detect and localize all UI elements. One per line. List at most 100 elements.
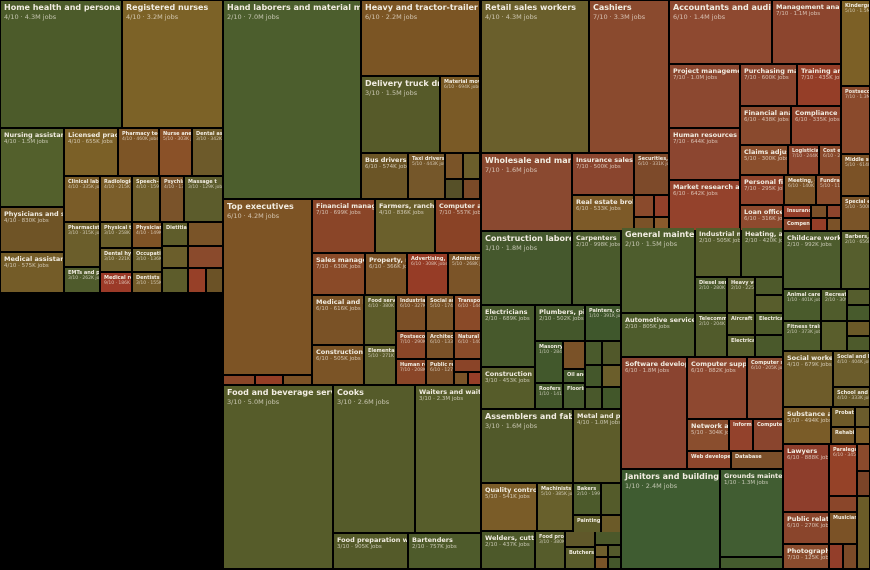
treemap-cell[interactable]: Architects6/10 · 133K jobs <box>427 332 453 358</box>
treemap-cell[interactable] <box>856 408 869 426</box>
treemap-cell[interactable]: Postsecondar7/10 · 1.3M jobs <box>842 87 869 153</box>
treemap-cell[interactable]: Financial analysts6/10 · 438K jobs <box>741 107 790 144</box>
treemap-cell[interactable] <box>856 428 869 443</box>
treemap-cell[interactable]: Physical thera3/10 · 258K jobs <box>101 223 131 247</box>
treemap-cell[interactable] <box>828 206 840 217</box>
treemap-cell[interactable] <box>464 154 479 178</box>
treemap-cell[interactable]: Human resources speci7/10 · 644K jobs <box>670 129 739 179</box>
treemap-cell[interactable] <box>848 306 869 320</box>
treemap-cell[interactable]: Occupation3/10 · 136K jobs <box>133 249 161 271</box>
treemap-cell[interactable]: Insuranc <box>784 206 810 217</box>
treemap-cell[interactable]: Waiters and waitresses3/10 · 2.3M jobs <box>416 386 480 532</box>
treemap-cell[interactable] <box>848 322 869 335</box>
treemap-cell[interactable]: Compliance officer6/10 · 335K jobs <box>792 107 840 144</box>
treemap-cell[interactable]: Medical assistants4/10 · 575K jobs <box>1 253 63 292</box>
treemap-cell[interactable]: Automotive service techni2/10 · 805K job… <box>622 314 694 356</box>
treemap-cell[interactable] <box>566 532 594 546</box>
treemap-cell[interactable]: Dental hygien3/10 · 221K jobs <box>101 249 131 271</box>
treemap-cell[interactable]: Claims adjusters, i5/10 · 300K jobs <box>741 146 787 174</box>
treemap-cell[interactable]: Financial managers7/10 · 699K jobs <box>313 200 374 252</box>
treemap-cell[interactable] <box>256 376 282 384</box>
treemap-cell[interactable]: Construction mana6/10 · 505K jobs <box>313 346 363 384</box>
treemap-cell[interactable]: Nursing assistants and ord4/10 · 1.5M jo… <box>1 129 63 206</box>
treemap-cell[interactable]: Fitness trainers an2/10 · 373K jobs <box>784 322 820 350</box>
treemap-cell[interactable] <box>603 342 620 364</box>
treemap-cell[interactable] <box>602 516 620 532</box>
treemap-cell[interactable]: Heating, air co2/10 · 420K jobs <box>742 228 782 276</box>
treemap-cell[interactable]: Bus drivers 6/10 · 574K jobs <box>362 154 407 198</box>
treemap-cell[interactable]: Construction equip3/10 · 453K jobs <box>482 368 534 408</box>
treemap-cell[interactable]: Securities, comm6/10 · 331K jobs <box>635 154 668 194</box>
treemap-cell[interactable] <box>586 388 601 408</box>
treemap-cell[interactable]: Material moving m6/10 · 694K jobs <box>441 77 479 152</box>
treemap-cell[interactable] <box>602 484 620 514</box>
treemap-cell[interactable]: Real estate brokers6/10 · 533K jobs <box>573 196 633 230</box>
treemap-cell[interactable]: Plumbers, pipefitte2/10 · 502K jobs <box>536 306 584 340</box>
treemap-cell[interactable]: Advertising, pron6/10 · 308K jobs <box>408 254 447 294</box>
treemap-cell[interactable]: Medical and health6/10 · 616K jobs <box>313 296 363 344</box>
treemap-cell[interactable]: Dietitians <box>163 223 187 245</box>
treemap-cell[interactable]: Food and beverage serving and relate3/10… <box>224 386 332 568</box>
treemap-cell[interactable]: Janitors and building cleaners1/10 · 2.4… <box>622 470 719 568</box>
treemap-cell[interactable]: Market research analyst6/10 · 642K jobs <box>670 181 739 230</box>
treemap-cell[interactable]: Administrative se5/10 · 268K jobs <box>449 254 480 294</box>
treemap-cell[interactable]: Paralegals6/10 · 345K jobs <box>830 445 856 495</box>
treemap-cell[interactable]: Physicians and surgeons4/10 · 830K jobs <box>1 208 63 251</box>
treemap-cell[interactable] <box>822 322 846 350</box>
treemap-cell[interactable]: Retail sales workers 4/10 · 4.3M jobs <box>482 1 588 152</box>
treemap-cell[interactable]: Butchers <box>566 548 594 568</box>
treemap-cell[interactable]: Cooks 3/10 · 2.6M jobs <box>334 386 414 532</box>
treemap-cell[interactable] <box>721 558 782 568</box>
treemap-cell[interactable]: Meeting, con6/10 · 140K jobs <box>785 176 815 204</box>
treemap-cell[interactable]: Industrial machine2/10 · 505K jobs <box>696 228 740 276</box>
treemap-cell[interactable]: Quality control insp5/10 · 541K jobs <box>482 484 536 530</box>
treemap-cell[interactable] <box>812 206 826 217</box>
treemap-cell[interactable] <box>635 196 653 216</box>
treemap-cell[interactable]: EMTs and param3/10 · 262K jobs <box>65 268 99 292</box>
treemap-cell[interactable]: Management analysts7/10 · 1.1M jobs <box>773 1 840 63</box>
treemap-cell[interactable] <box>284 376 311 384</box>
treemap-cell[interactable]: Purchasing manage7/10 · 600K jobs <box>741 65 796 105</box>
treemap-cell[interactable]: Probation <box>832 408 854 426</box>
treemap-cell[interactable]: Insurance sales age7/10 · 500K jobs <box>573 154 633 194</box>
treemap-cell[interactable] <box>586 342 601 364</box>
treemap-cell[interactable]: Natural scie6/10 · 140K jobs <box>455 332 480 358</box>
treemap-cell[interactable] <box>655 218 668 230</box>
treemap-cell[interactable]: Computer and info7/10 · 557K jobs <box>436 200 480 252</box>
treemap-cell[interactable] <box>455 360 480 371</box>
treemap-cell[interactable]: Fundraiser5/10 · 119K jobs <box>817 176 840 204</box>
treemap-cell[interactable] <box>858 497 869 568</box>
treemap-cell[interactable]: Animal care and se1/10 · 401K jobs <box>784 290 820 320</box>
treemap-cell[interactable]: Network and comp5/10 · 304K jobs <box>688 420 728 450</box>
treemap-cell[interactable]: Elementary, m5/10 · 271K jobs <box>365 346 395 384</box>
treemap-cell[interactable]: Metal and plastic n4/10 · 1.0M jobs <box>574 410 620 482</box>
treemap-cell[interactable] <box>858 445 869 470</box>
treemap-cell[interactable]: Accountants and auditors6/10 · 1.4M jobs <box>670 1 771 63</box>
treemap-cell[interactable] <box>596 558 607 568</box>
treemap-cell[interactable]: Top executives 6/10 · 4.2M jobs <box>224 200 311 374</box>
treemap-cell[interactable]: Project management sp7/10 · 1.0M jobs <box>670 65 739 127</box>
treemap-cell[interactable] <box>189 247 222 267</box>
treemap-cell[interactable]: Food preparation workers3/10 · 905K jobs <box>334 534 407 568</box>
treemap-cell[interactable] <box>163 247 187 267</box>
treemap-cell[interactable]: Substance abuse, b5/10 · 494K jobs <box>784 408 830 443</box>
treemap-cell[interactable]: Software developers, 6/10 · 1.8M jobs <box>622 358 686 468</box>
treemap-cell[interactable] <box>224 376 254 384</box>
treemap-cell[interactable]: Flooring i <box>564 384 584 408</box>
treemap-cell[interactable]: Machinists an5/10 · 385K jobs <box>538 484 572 530</box>
treemap-cell[interactable]: Web developers a <box>688 452 730 468</box>
treemap-cell[interactable]: Radiologic an4/10 · 215K jobs <box>101 177 131 221</box>
treemap-cell[interactable]: Psychiatri4/10 · 133K jobs <box>161 177 183 221</box>
treemap-cell[interactable]: Masonry wo1/10 · 284K jobs <box>536 342 562 382</box>
treemap-cell[interactable]: Electrical i <box>756 314 782 334</box>
treemap-cell[interactable]: Training and devel7/10 · 435K jobs <box>798 65 840 105</box>
treemap-cell[interactable]: Computer <box>754 420 782 450</box>
treemap-cell[interactable]: Lawyers 6/10 · 888K jobs <box>784 445 828 511</box>
treemap-cell[interactable]: Sales managers7/10 · 630K jobs <box>313 254 364 294</box>
treemap-cell[interactable]: Informatio <box>730 420 752 450</box>
treemap-cell[interactable]: Pharmacy technici4/10 · 460K jobs <box>119 129 158 175</box>
